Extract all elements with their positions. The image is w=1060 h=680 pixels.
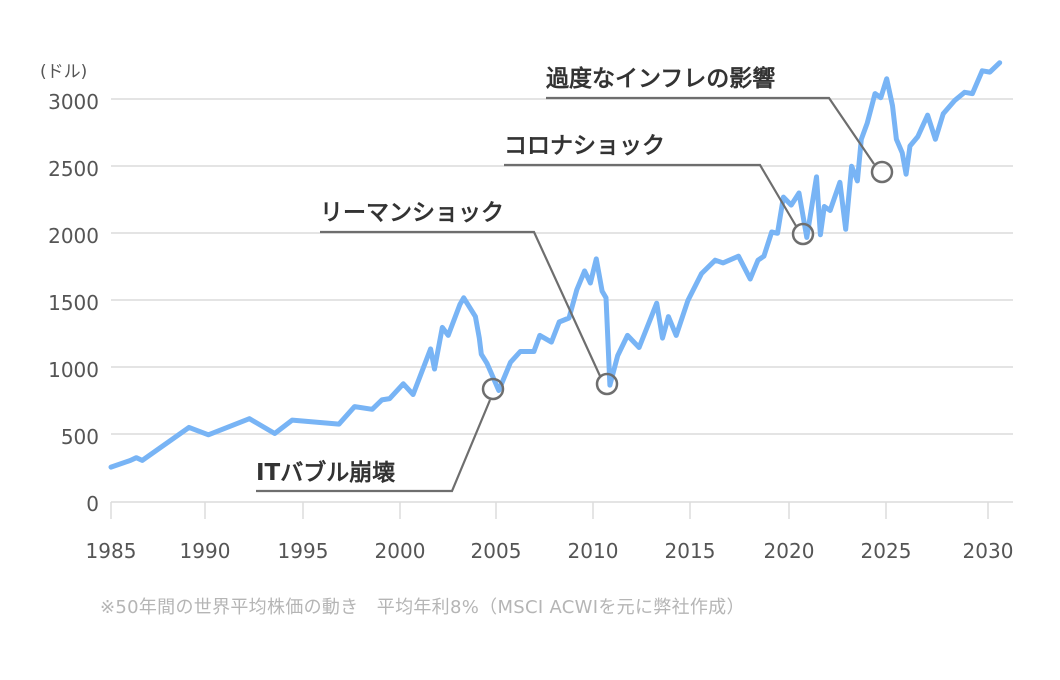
y-tick-label: 500 <box>61 425 99 449</box>
x-tick-label: 2025 <box>861 539 912 563</box>
x-tick-label: 1995 <box>278 539 329 563</box>
x-tick-label: 2005 <box>471 539 522 563</box>
x-axis-labels: 1985 1990 1995 2000 2005 2010 2015 2020 … <box>86 539 1014 563</box>
x-tick-label: 2010 <box>568 539 619 563</box>
y-tick-label: 2500 <box>48 157 99 181</box>
marker-lehman <box>595 372 619 396</box>
leader-lehman <box>320 230 601 377</box>
x-tick-label: 1985 <box>86 539 137 563</box>
gridlines <box>111 98 1013 503</box>
x-tick-label: 2015 <box>665 539 716 563</box>
marker-it-bubble <box>481 377 505 401</box>
annotation-corona: コロナショック <box>504 133 665 159</box>
x-tick-label: 2000 <box>375 539 426 563</box>
x-tick-label: 1990 <box>180 539 231 563</box>
x-tick-label: 2030 <box>963 539 1014 563</box>
annotation-circles <box>481 160 894 401</box>
y-tick-label: 0 <box>86 492 99 516</box>
leader-corona <box>504 163 797 227</box>
annotation-lehman: リーマンショック <box>320 200 504 226</box>
marker-corona <box>791 222 815 246</box>
x-tick-marks <box>110 502 989 519</box>
y-tick-label: 1000 <box>48 358 99 382</box>
annotation-inflation: 過度なインフレの影響 <box>546 65 775 92</box>
y-axis-unit-label: (ドル) <box>40 62 87 82</box>
chart-caption: ※50年間の世界平均株価の動き 平均年利8%（MSCI ACWIを元に弊社作成） <box>100 597 745 618</box>
leader-inflation <box>546 96 875 165</box>
y-tick-label: 3000 <box>48 90 99 114</box>
y-axis-labels: 3000 2500 2000 1500 1000 500 0 <box>48 90 99 516</box>
x-tick-label: 2020 <box>764 539 815 563</box>
y-tick-label: 2000 <box>48 224 99 248</box>
annotation-it-bubble: ITバブル崩壊 <box>256 459 395 486</box>
marker-inflation <box>870 160 894 184</box>
leader-it-bubble <box>256 399 492 493</box>
annotation-leaders <box>256 96 875 493</box>
stock-price-line <box>108 60 1003 470</box>
y-tick-label: 1500 <box>48 291 99 315</box>
